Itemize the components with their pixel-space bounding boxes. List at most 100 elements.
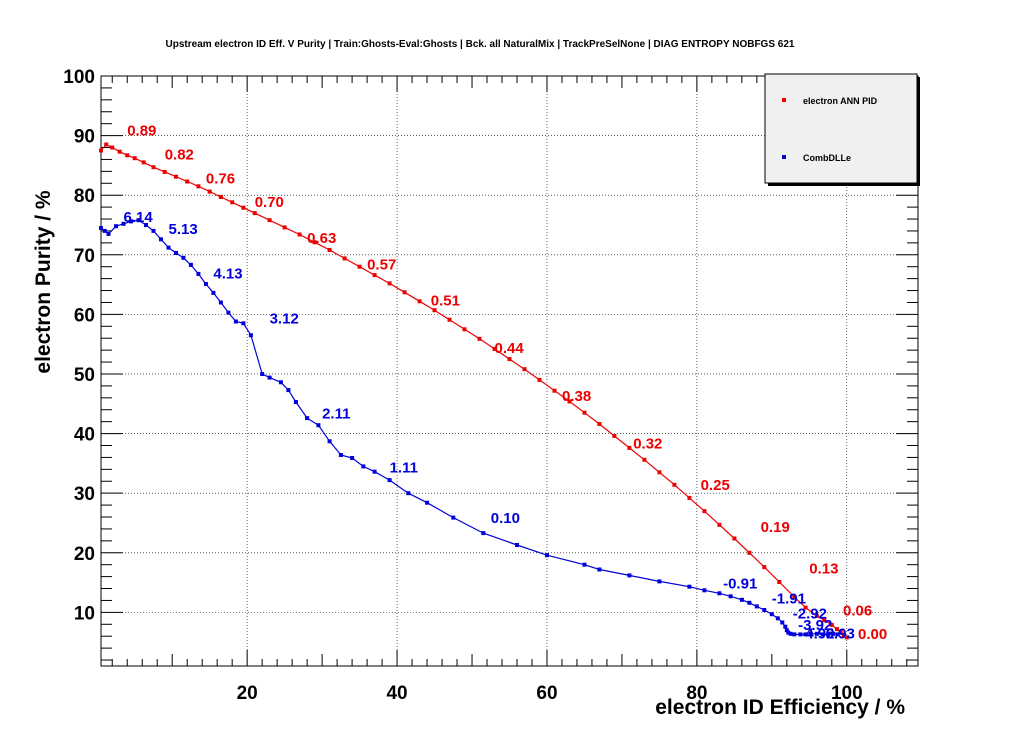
x-tick-label: 80 xyxy=(686,683,707,704)
x-tick-label: 60 xyxy=(536,683,557,704)
data-point-electron-ann-pid xyxy=(657,470,662,475)
point-label: -1.91 xyxy=(772,590,806,607)
data-point-combdlle xyxy=(826,632,831,637)
data-point-electron-ann-pid xyxy=(241,205,246,210)
data-point-combdlle xyxy=(248,333,253,338)
data-point-combdlle xyxy=(114,224,118,229)
data-point-combdlle xyxy=(775,616,780,621)
x-tick-label: 40 xyxy=(386,683,407,704)
data-point-combdlle xyxy=(159,237,163,242)
point-label: -5.93 xyxy=(821,626,855,643)
data-point-combdlle xyxy=(121,221,126,226)
point-label: 5.13 xyxy=(169,221,198,238)
data-point-electron-ann-pid xyxy=(835,627,839,632)
legend-box xyxy=(764,73,918,184)
data-point-combdlle xyxy=(406,491,411,496)
data-point-combdlle xyxy=(181,255,186,260)
plot-frame xyxy=(100,75,919,667)
data-point-combdlle xyxy=(218,300,223,305)
data-point-combdlle xyxy=(99,226,103,230)
x-axis-title: electron ID Efficiency / % xyxy=(655,696,905,719)
data-point-electron-ann-pid xyxy=(552,388,557,393)
data-point-combdlle xyxy=(196,271,201,276)
data-point-combdlle xyxy=(387,478,392,483)
data-point-combdlle xyxy=(627,573,632,578)
data-point-electron-ann-pid xyxy=(185,179,190,184)
y-tick-label: 70 xyxy=(74,246,95,267)
data-point-electron-ann-pid xyxy=(196,184,201,189)
data-point-electron-ann-pid xyxy=(687,495,692,500)
data-point-combdlle xyxy=(267,375,272,380)
point-label: 0.10 xyxy=(491,510,520,527)
data-point-combdlle xyxy=(144,223,148,227)
data-point-electron-ann-pid xyxy=(747,550,752,555)
y-tick-label: 100 xyxy=(63,67,95,88)
data-point-combdlle xyxy=(188,262,193,267)
data-point-electron-ann-pid xyxy=(642,457,647,462)
point-label: 0.44 xyxy=(495,340,525,357)
data-point-electron-ann-pid xyxy=(432,308,437,313)
data-point-combdlle xyxy=(597,567,602,572)
data-point-combdlle xyxy=(316,423,321,428)
data-point-electron-ann-pid xyxy=(104,142,109,147)
point-label: 0.19 xyxy=(761,519,790,536)
data-point-electron-ann-pid xyxy=(162,169,167,174)
y-tick-label: 30 xyxy=(74,484,95,505)
point-label: 0.51 xyxy=(431,292,460,309)
point-label: 0.63 xyxy=(307,230,336,247)
data-point-combdlle xyxy=(372,469,377,474)
y-tick-label: 60 xyxy=(74,305,95,326)
data-point-combdlle xyxy=(754,604,759,609)
data-point-electron-ann-pid xyxy=(507,357,512,362)
data-point-combdlle xyxy=(808,631,813,636)
data-point-electron-ann-pid xyxy=(777,580,782,584)
data-point-combdlle xyxy=(803,632,808,637)
data-point-electron-ann-pid xyxy=(207,189,212,194)
data-point-combdlle xyxy=(203,282,208,286)
point-label: -3.92 xyxy=(798,617,832,634)
y-tick-label: 90 xyxy=(74,127,95,148)
data-point-combdlle xyxy=(702,588,707,593)
data-point-combdlle xyxy=(166,245,171,250)
data-point-electron-ann-pid xyxy=(792,594,797,599)
data-point-electron-ann-pid xyxy=(125,153,130,158)
data-point-electron-ann-pid xyxy=(99,148,103,153)
data-point-electron-ann-pid xyxy=(174,174,178,179)
point-label: -2.92 xyxy=(793,605,827,622)
data-point-combdlle xyxy=(151,228,156,233)
grid xyxy=(101,76,918,666)
data-point-electron-ann-pid xyxy=(567,399,572,404)
data-point-combdlle xyxy=(226,310,231,315)
data-point-combdlle xyxy=(260,372,265,376)
data-point-electron-ann-pid xyxy=(672,482,677,487)
data-point-combdlle xyxy=(338,453,343,457)
point-label: 3.12 xyxy=(270,310,299,327)
data-point-electron-ann-pid xyxy=(141,160,146,165)
data-point-electron-ann-pid xyxy=(151,165,156,170)
data-point-electron-ann-pid xyxy=(841,633,846,637)
point-label: 4.13 xyxy=(213,266,242,283)
data-point-electron-ann-pid xyxy=(117,149,122,154)
data-point-electron-ann-pid xyxy=(447,317,452,322)
y-tick-label: 50 xyxy=(74,365,95,386)
data-point-combdlle xyxy=(835,632,840,637)
data-point-combdlle xyxy=(425,500,430,505)
point-label: 0.38 xyxy=(562,388,591,405)
data-point-combdlle xyxy=(814,631,819,636)
y-tick-label: 10 xyxy=(74,603,95,624)
data-point-electron-ann-pid xyxy=(627,445,632,450)
point-labels: 0.89 0.82 0.76 0.70 0.63 0.57 0.51 0.44 0.38 0.32… xyxy=(124,123,888,644)
point-label: 0.00 xyxy=(858,626,887,643)
data-point-combdlle xyxy=(136,218,141,223)
data-point-electron-ann-pid xyxy=(132,156,137,161)
data-point-electron-ann-pid xyxy=(822,618,827,623)
data-point-combdlle xyxy=(305,416,310,421)
x-tick-label: 20 xyxy=(237,683,258,704)
point-label: 0.25 xyxy=(701,477,730,494)
data-point-electron-ann-pid xyxy=(762,565,767,570)
y-tick-label: 20 xyxy=(74,544,95,565)
point-label: 1.11 xyxy=(390,459,418,476)
data-point-combdlle xyxy=(211,290,216,295)
data-point-combdlle xyxy=(717,591,722,596)
data-point-electron-ann-pid xyxy=(252,211,257,216)
